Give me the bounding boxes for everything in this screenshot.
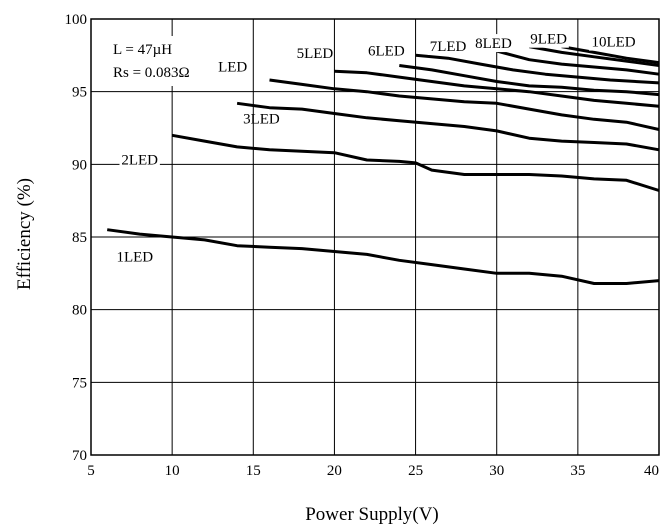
series-line-8led (496, 49, 660, 76)
y-tick-label: 85 (72, 230, 87, 246)
series-line-3led (236, 101, 660, 152)
series-line-2led (171, 133, 660, 192)
series-label-6led: 6LED (368, 43, 405, 59)
x-axis-title: Power Supply(V) (305, 504, 439, 525)
series-line-5led (334, 69, 660, 108)
y-tick-label: 75 (72, 375, 87, 391)
series-label-8led: 8LED (475, 36, 512, 52)
x-tick-label: 15 (246, 463, 261, 479)
annotation-resistance: Rs = 0.083Ω (113, 65, 190, 81)
series-labels: 1LED 2LED 3LED 4LED 5LED 6LED 7LED 8LED 9LED 10LE… (116, 29, 639, 266)
series-label-10led: 10LED (591, 35, 635, 51)
series-label-1led: 1LED (116, 250, 153, 266)
y-tick-label: 70 (72, 448, 87, 464)
x-tick-label: 5 (87, 463, 95, 479)
y-tick-label: 100 (65, 12, 88, 28)
series-label-7led: 7LED (430, 39, 467, 55)
series-line-9led (528, 45, 660, 67)
x-tick-label: 10 (165, 463, 180, 479)
y-axis-title: Efficiency (%) (14, 178, 35, 290)
series-label-5led: 5LED (297, 46, 334, 62)
series-label-bg (528, 29, 569, 48)
series-line-6led (399, 64, 660, 97)
series-line-7led (415, 53, 660, 85)
series-lines (106, 45, 660, 285)
y-tick-label: 90 (72, 157, 87, 173)
series-label-2led: 2LED (121, 152, 158, 168)
series-line-1led (106, 228, 660, 285)
x-tick-label: 20 (327, 463, 342, 479)
x-tick-label: 30 (489, 463, 504, 479)
series-label-9led: 9LED (530, 32, 567, 48)
x-tick-label: 25 (408, 463, 423, 479)
series-label-bg (473, 34, 514, 53)
annotation-background (108, 36, 218, 86)
plot-frame (90, 18, 660, 456)
series-label-bg (589, 32, 639, 51)
series-line-4led (269, 78, 660, 131)
tick-labels: 5 10 15 20 25 30 35 40 70 75 80 85 90 95 100 (65, 12, 660, 479)
x-tick-label: 40 (644, 463, 659, 479)
grid-lines (91, 19, 659, 455)
x-tick-label: 35 (570, 463, 585, 479)
y-tick-label: 95 (72, 85, 87, 101)
series-line-10led (561, 45, 660, 65)
series-label-bg (119, 150, 160, 169)
series-label-bg (366, 41, 407, 60)
series-label-4led: 4LED (211, 59, 248, 75)
y-tick-label: 80 (72, 303, 87, 319)
annotation-inductance: L = 47µH (113, 42, 172, 58)
series-label-3led: 3LED (243, 112, 280, 128)
series-label-bg (427, 36, 469, 55)
